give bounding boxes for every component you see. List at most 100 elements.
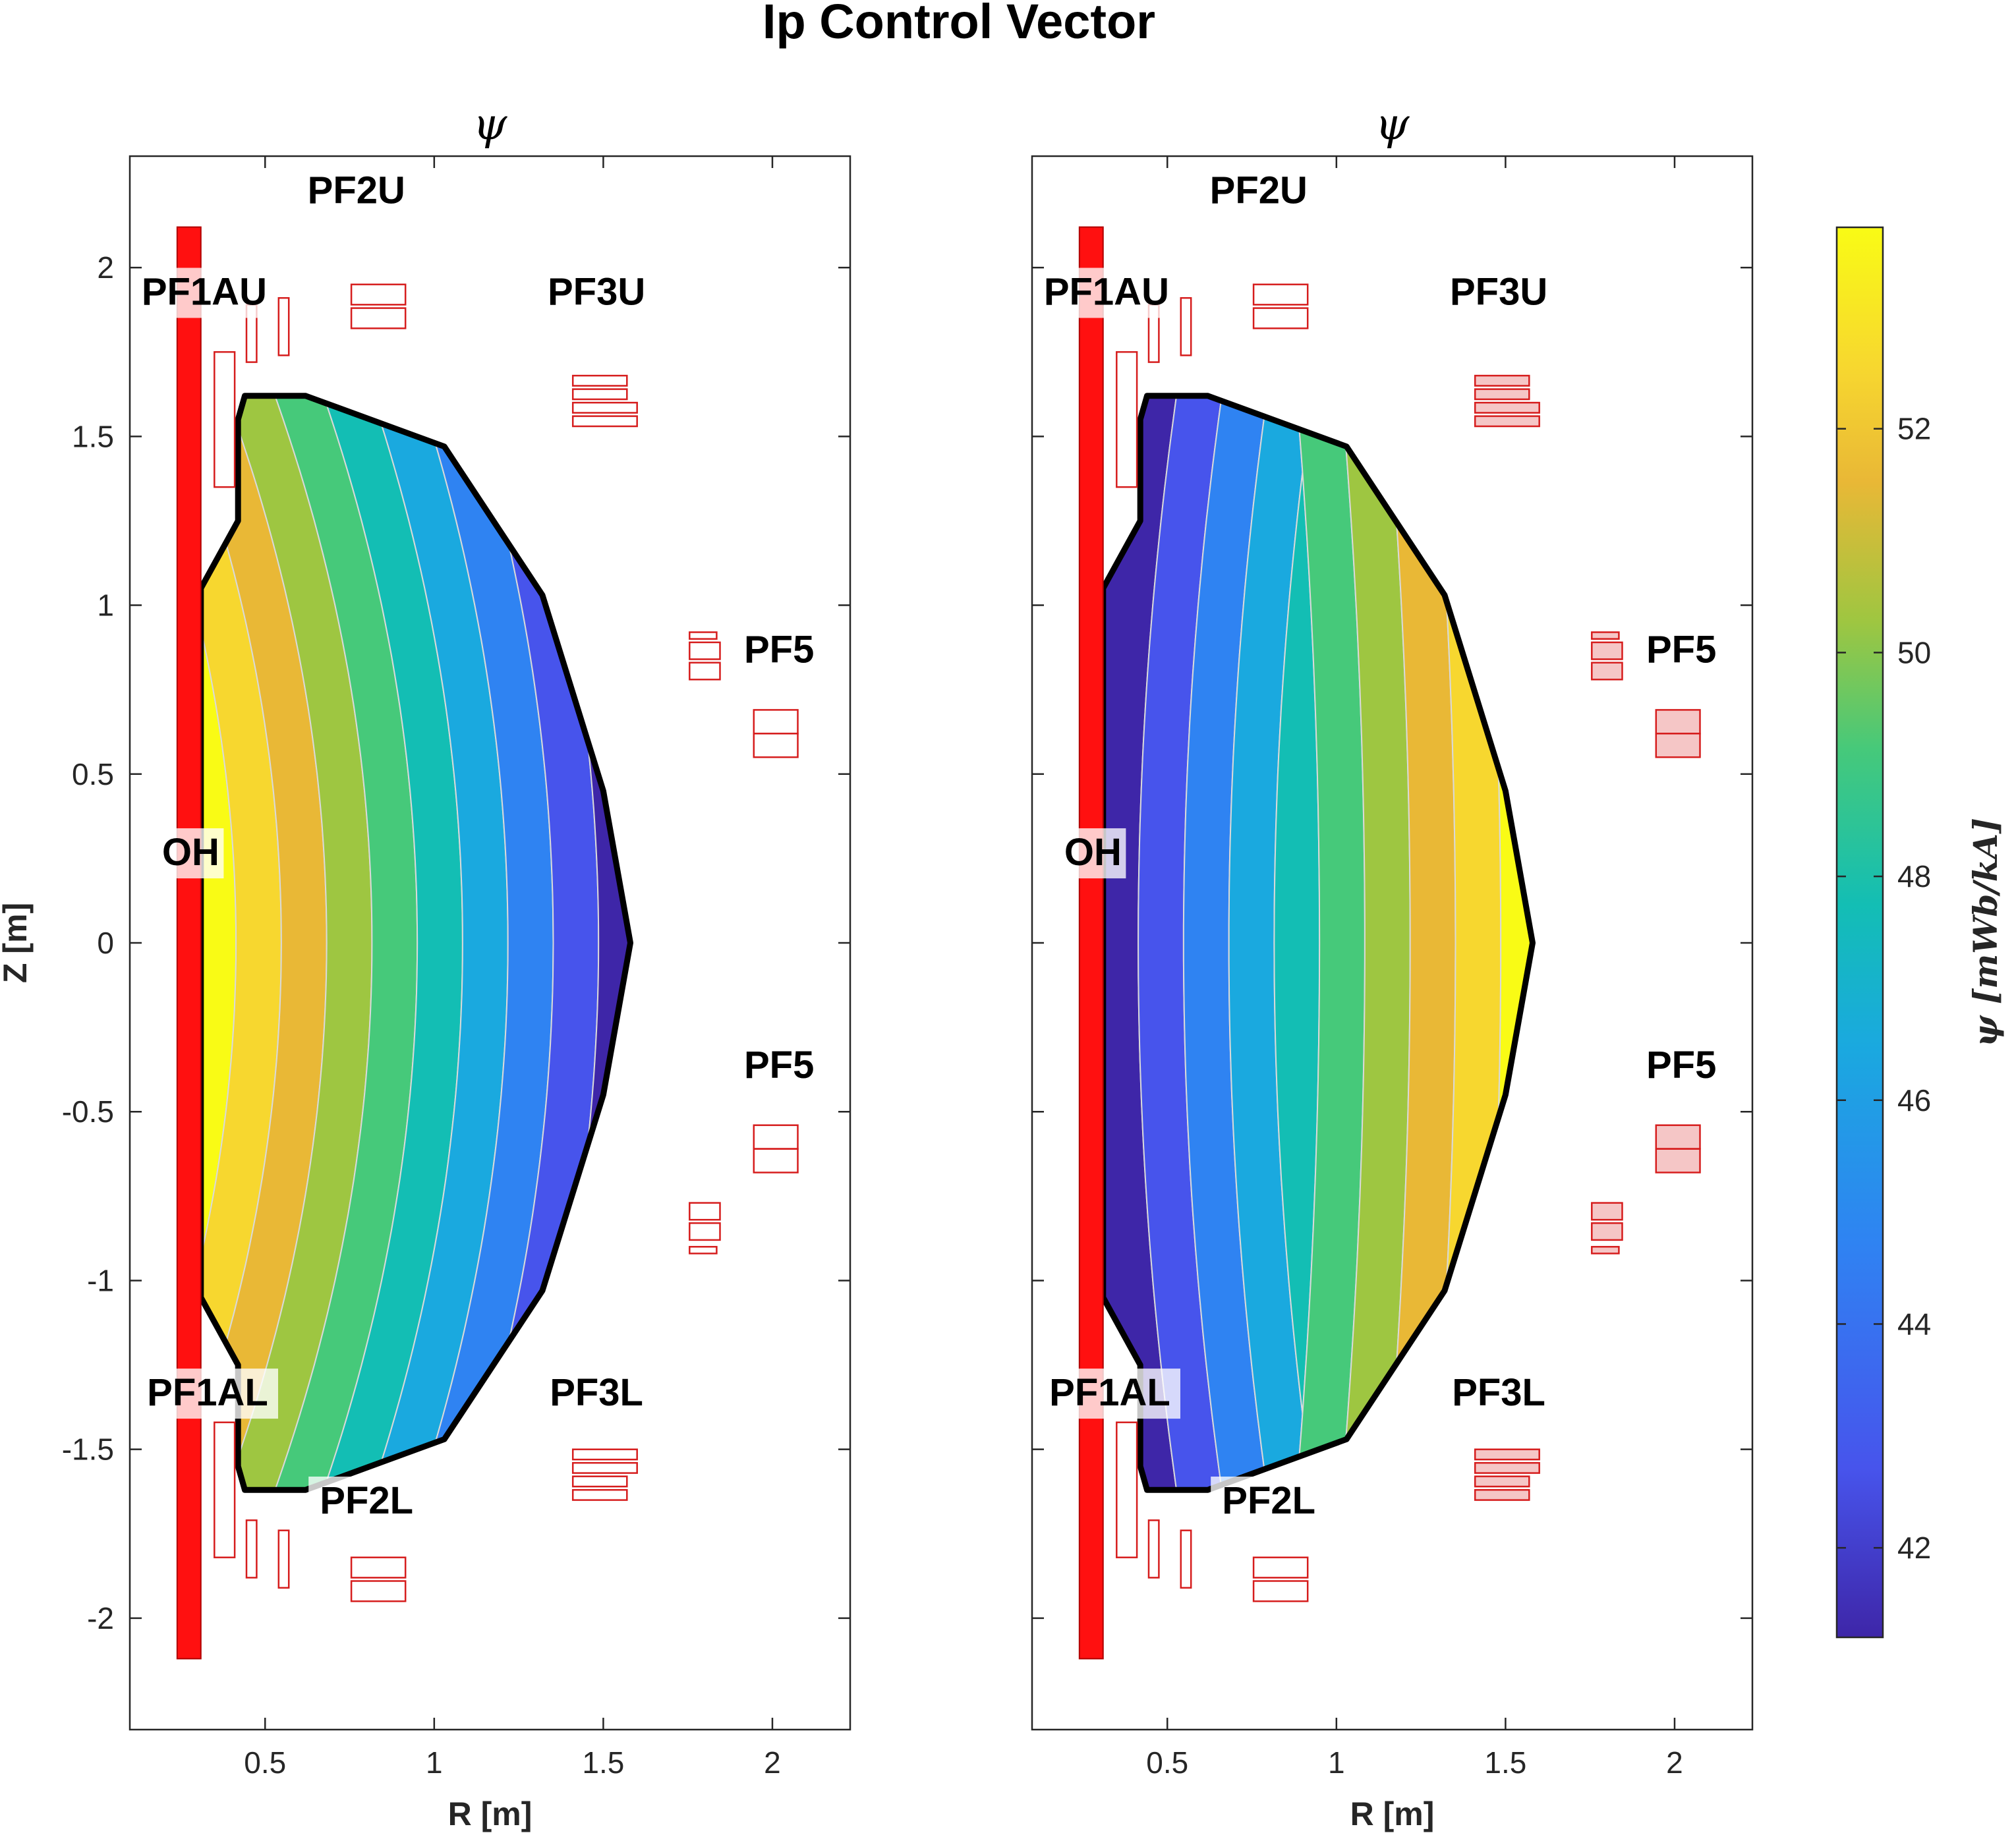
- pf-coil: [1591, 641, 1623, 660]
- coil-label-bg: [133, 268, 275, 318]
- pf-coil: [1591, 1202, 1623, 1221]
- x-tick-label: 2: [1666, 1745, 1683, 1780]
- coil-label: PF1AL: [1049, 1371, 1170, 1414]
- pf-coil: [1116, 1421, 1138, 1558]
- x-tick-label: 1.5: [1484, 1745, 1526, 1780]
- pf-coil: [214, 351, 236, 488]
- pf-coil: [571, 1448, 638, 1461]
- pf-coil: [1252, 1580, 1309, 1602]
- pf-coil: [571, 1475, 628, 1488]
- y-tick-label: -0.5: [62, 1094, 114, 1129]
- pf-coil: [753, 709, 799, 735]
- x-axis-label: R [m]: [448, 1795, 533, 1832]
- pf-coil: [1591, 662, 1623, 681]
- pf-coil: [1252, 283, 1309, 306]
- colorbar-tick-label: 50: [1897, 635, 1931, 669]
- figure-title: Ip Control Vector: [763, 0, 1155, 49]
- colorbar-tick-label: 44: [1897, 1307, 1931, 1341]
- y-tick-label: -1: [87, 1263, 114, 1297]
- colorbar-tick-label: 46: [1897, 1083, 1931, 1117]
- pf-coil: [350, 283, 407, 306]
- pf-coil: [277, 1529, 290, 1589]
- coil-label: PF3L: [1452, 1371, 1545, 1414]
- pf-coil: [1180, 297, 1192, 356]
- pf-coil: [689, 1222, 721, 1241]
- coil-label: PF5: [744, 629, 814, 671]
- pf-coil: [753, 1124, 799, 1150]
- pf-coil: [350, 1556, 407, 1579]
- pf-coil: [1474, 374, 1530, 387]
- colorbar-label: ψ [mWb/kA]: [1966, 818, 2005, 1047]
- coil-label: PF5: [1646, 1044, 1716, 1087]
- coil-label-bg: [1039, 1369, 1180, 1419]
- pf-coil: [1474, 1448, 1540, 1461]
- colorbar-bar: [1835, 226, 1884, 1639]
- pf-coil: [689, 662, 721, 681]
- coil-label: PF1AL: [147, 1371, 268, 1414]
- x-tick-label: 0.5: [244, 1745, 286, 1780]
- coil-label-bg: [1035, 268, 1177, 318]
- pf-coil: [571, 401, 638, 414]
- y-tick-label: -2: [87, 1601, 114, 1635]
- pf-coil: [689, 1245, 718, 1255]
- pf-coil: [1655, 709, 1701, 735]
- coil-label: PF1AU: [1044, 271, 1169, 314]
- coil-label: PF5: [744, 1044, 814, 1087]
- plasma-boundary: [198, 393, 633, 1493]
- coil-label: OH: [1064, 831, 1122, 874]
- right-contour-panel: PF2U PF1AU PF3U PF5 OH PF5 PF1AL PF3L PF2L 0.5 1 1.…: [1031, 99, 1754, 1832]
- y-tick-label: 0: [97, 926, 114, 960]
- pf-coil: [571, 388, 628, 401]
- y-axis-label: Z [m]: [0, 903, 34, 983]
- coil-label: PF2U: [1210, 169, 1308, 212]
- coil-label-bg: [1060, 828, 1126, 879]
- y-tick-label: 1: [97, 588, 114, 623]
- pf-coil: [1591, 1222, 1623, 1241]
- pf-coil: [350, 307, 407, 329]
- y-tick-label: -1.5: [62, 1432, 114, 1467]
- coil-label: PF1AU: [142, 271, 267, 314]
- pf-coil: [1116, 351, 1138, 488]
- x-axis-label: R [m]: [1350, 1795, 1435, 1832]
- pf-coil: [1474, 415, 1540, 428]
- subplot-title: ψ: [1375, 99, 1410, 150]
- pf-coil: [1474, 388, 1530, 401]
- oh-coil: [176, 226, 202, 1660]
- coil-label: PF2L: [1222, 1479, 1315, 1522]
- pf-coil: [571, 374, 628, 387]
- pf-coil: [245, 1519, 258, 1579]
- x-tick-label: 1.5: [582, 1745, 624, 1780]
- pf-coil: [1655, 733, 1701, 758]
- coil-label-bg: [308, 1477, 425, 1527]
- coil-label: PF2L: [320, 1479, 413, 1522]
- pf-coil: [1474, 1461, 1540, 1474]
- colorbar-tick-label: 48: [1897, 859, 1931, 893]
- x-tick-label: 1: [1328, 1745, 1345, 1780]
- pf-coil: [689, 631, 718, 640]
- coil-label: PF3U: [548, 271, 645, 314]
- pf-coil: [1591, 631, 1620, 640]
- colorbar-ticks: 42 44 46 48 50 52: [1837, 412, 1931, 1565]
- x-tick-label: 2: [764, 1745, 781, 1780]
- pf-coil: [1474, 401, 1540, 414]
- pf-coil: [1655, 1124, 1701, 1150]
- colorbar-tick-label: 42: [1897, 1531, 1931, 1565]
- pf-coil: [571, 415, 638, 428]
- subplot-title: ψ: [473, 99, 508, 150]
- colorbar: 42 44 46 48 50 52 ψ [mWb/kA]: [1835, 226, 2005, 1639]
- plasma-boundary: [1100, 393, 1536, 1493]
- pf-coil: [277, 297, 290, 356]
- pf-coil: [689, 641, 721, 660]
- coil-label: PF3U: [1450, 271, 1547, 314]
- x-tick-label: 0.5: [1146, 1745, 1188, 1780]
- pf-coil: [1180, 1529, 1192, 1589]
- pf-coil: [571, 1488, 628, 1501]
- pf-coil: [1147, 1519, 1160, 1579]
- coil-label: OH: [162, 831, 219, 874]
- pf-coil: [350, 1580, 407, 1602]
- coil-label-bg: [1211, 1477, 1327, 1527]
- coil-label-bg: [137, 1369, 278, 1419]
- y-tick-label: 2: [97, 250, 114, 285]
- left-contour-panel: PF2U PF1AU PF3U PF5 OH PF5 PF1AL PF3L PF2L 0.5 1 1.…: [0, 99, 851, 1832]
